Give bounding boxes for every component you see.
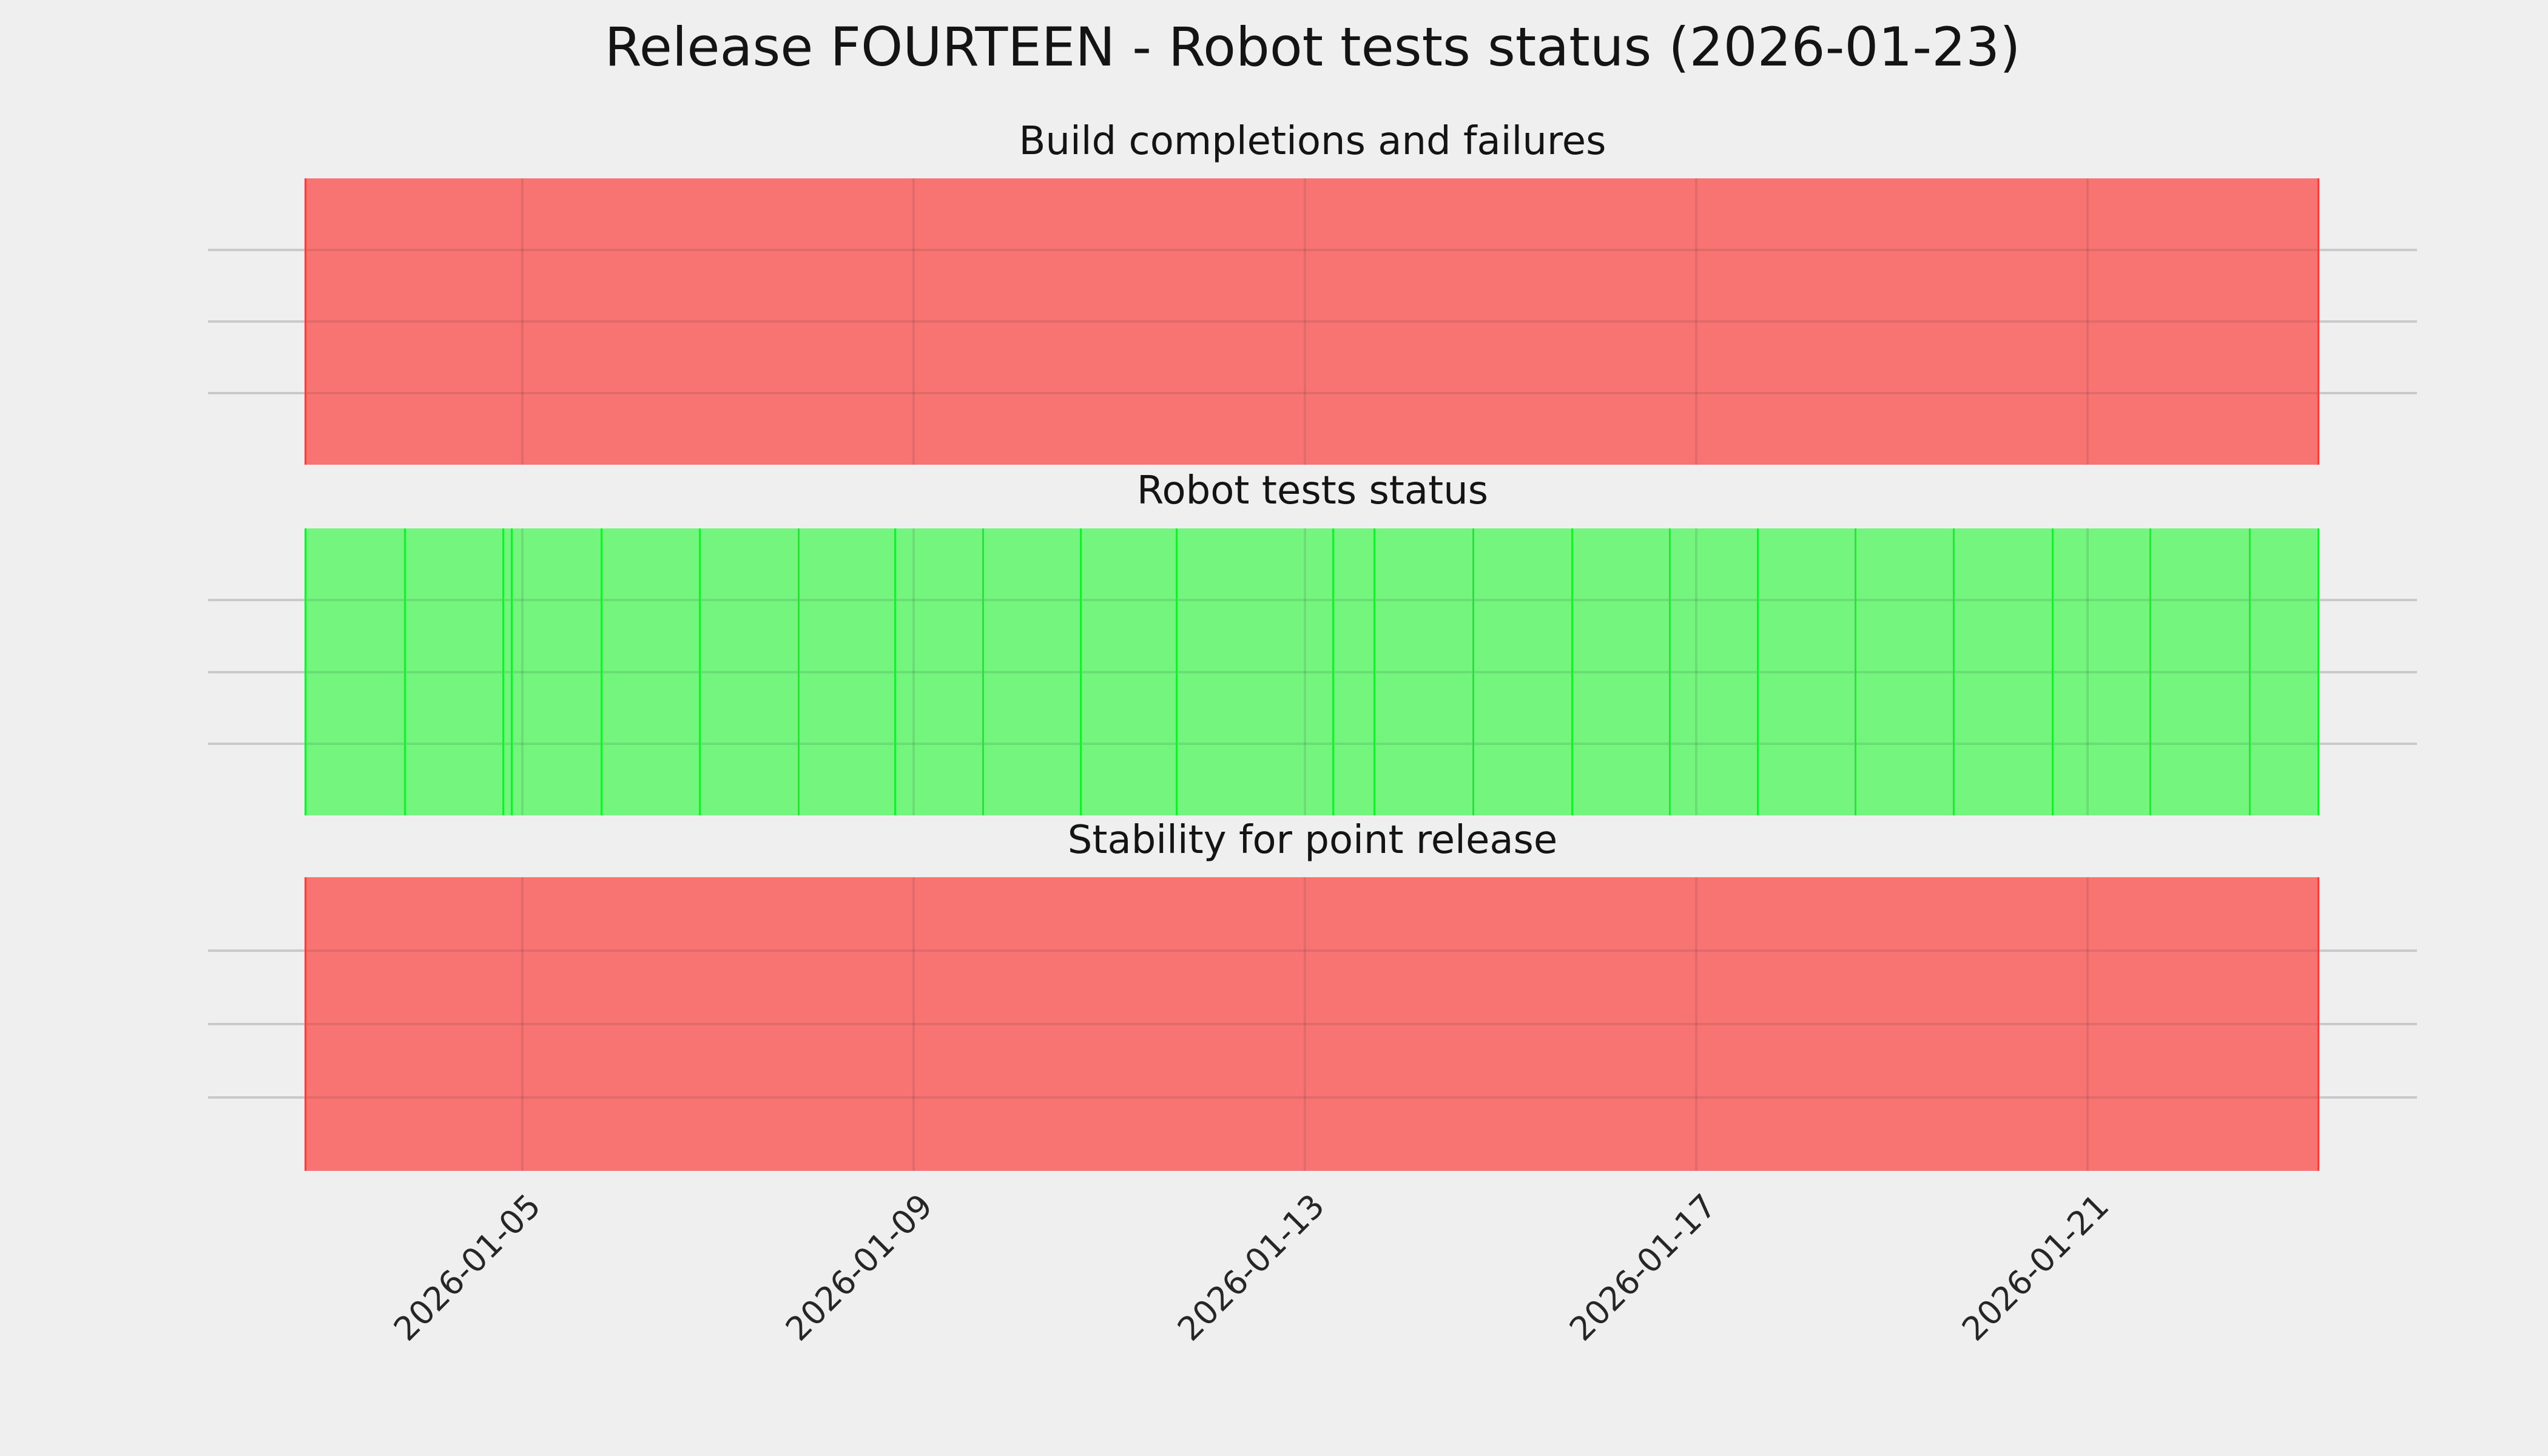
x-gridline-through-band	[1695, 877, 1698, 1171]
test-run-boundary-line	[1669, 528, 1671, 815]
test-run-boundary-line	[404, 528, 406, 815]
x-gridline-through-band	[1695, 528, 1698, 815]
status-band-failing	[305, 178, 2319, 465]
test-run-boundary-line	[1757, 528, 1759, 815]
x-gridline-through-band	[2086, 528, 2089, 815]
x-gridline-through-band	[521, 178, 524, 465]
test-run-boundary-line	[2249, 528, 2251, 815]
x-gridline-through-band	[521, 877, 524, 1171]
test-run-boundary-line	[601, 528, 603, 815]
y-gridline-through-band	[306, 599, 2317, 602]
y-gridline-through-band	[306, 670, 2317, 673]
x-gridline-through-band	[2086, 178, 2089, 465]
test-run-boundary-line	[1855, 528, 1857, 815]
test-run-boundary-line	[2149, 528, 2151, 815]
test-run-boundary-line	[511, 528, 513, 815]
x-tick-label: 2026-01-05	[386, 1187, 548, 1349]
test-run-boundary-line	[982, 528, 985, 815]
test-run-boundary-line	[698, 528, 701, 815]
figure-title: Release FOURTEEN - Robot tests status (2…	[604, 16, 2021, 78]
x-gridline-through-band	[1695, 178, 1698, 465]
y-gridline-through-band	[306, 249, 2317, 251]
axes-stability	[208, 877, 2417, 1171]
subplot-title-stability: Stability for point release	[1067, 818, 1558, 863]
x-tick-label: 2026-01-21	[1954, 1187, 2116, 1349]
x-gridline-through-band	[912, 178, 915, 465]
test-run-boundary-line	[2051, 528, 2054, 815]
test-run-boundary-line	[1080, 528, 1082, 815]
test-run-boundary-line	[1176, 528, 1178, 815]
x-gridline-through-band	[2086, 877, 2089, 1171]
x-gridline-through-band	[912, 528, 915, 815]
axes-robot-tests	[208, 528, 2417, 815]
y-gridline-through-band	[306, 1023, 2317, 1025]
y-gridline-through-band	[306, 392, 2317, 394]
test-run-boundary-line	[1571, 528, 1573, 815]
status-band-failing	[305, 877, 2319, 1171]
x-gridline-through-band	[1304, 178, 1307, 465]
test-run-boundary-line	[894, 528, 897, 815]
y-gridline-through-band	[306, 1096, 2317, 1099]
test-run-boundary-line	[1472, 528, 1474, 815]
status-band-passing	[305, 528, 2319, 815]
test-run-boundary-line	[1952, 528, 1955, 815]
y-gridline-through-band	[306, 742, 2317, 745]
test-run-boundary-line	[1332, 528, 1335, 815]
test-run-boundary-line	[502, 528, 504, 815]
x-gridline-through-band	[521, 528, 524, 815]
x-tick-label: 2026-01-09	[778, 1187, 940, 1349]
x-axis-tick-labels: 2026-01-05 2026-01-09 2026-01-13 2026-01-17…	[208, 1171, 2417, 1353]
x-tick-label: 2026-01-17	[1562, 1187, 1724, 1349]
x-gridline-through-band	[1304, 528, 1307, 815]
y-gridline-through-band	[306, 949, 2317, 952]
axes-build-completions	[208, 178, 2417, 465]
test-run-boundary-line	[797, 528, 800, 815]
x-gridline-through-band	[912, 877, 915, 1171]
subplot-title-robot-tests: Robot tests status	[1136, 468, 1489, 513]
test-run-boundary-line	[1373, 528, 1376, 815]
subplot-title-build-completions: Build completions and failures	[1019, 119, 1606, 164]
x-tick-label: 2026-01-13	[1170, 1187, 1332, 1349]
x-gridline-through-band	[1304, 877, 1307, 1171]
y-gridline-through-band	[306, 320, 2317, 323]
